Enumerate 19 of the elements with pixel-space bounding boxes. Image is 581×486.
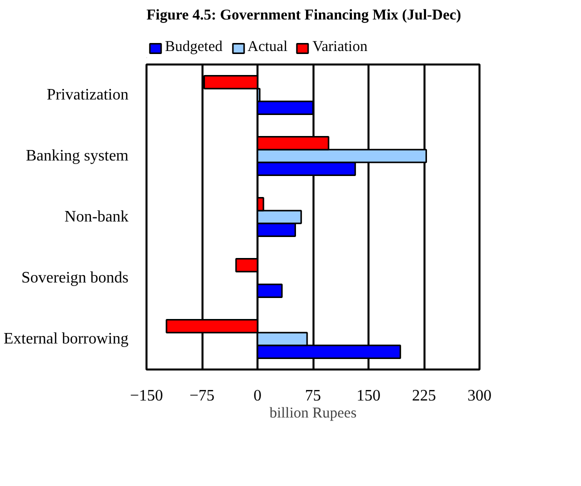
bar [256,284,283,298]
x-tick-label: 225 [412,388,436,404]
x-tick-label: 150 [356,388,380,404]
x-tick-label: 300 [468,388,492,404]
legend-label: Actual [248,39,288,56]
y-tick-label: External borrowing [4,330,129,348]
x-tick-label: 75 [305,388,321,404]
y-tick-label: Sovereign bonds [21,270,129,286]
y-tick-label: Non-bank [64,208,128,226]
x-tick-label: 0 [254,388,262,404]
chart-title: Figure 4.5: Government Financing Mix (Jul-Dec) [146,8,462,24]
x-tick-label: −150 [130,388,164,404]
x-tick-label: −75 [189,388,215,404]
bar [235,258,258,272]
x-axis-title: billion Rupees [269,406,357,422]
y-tick-label: Privatization [46,86,129,104]
legend-label: Variation [312,39,368,56]
y-tick-label: Banking system [26,148,130,164]
legend-label: Budgeted [165,39,222,56]
